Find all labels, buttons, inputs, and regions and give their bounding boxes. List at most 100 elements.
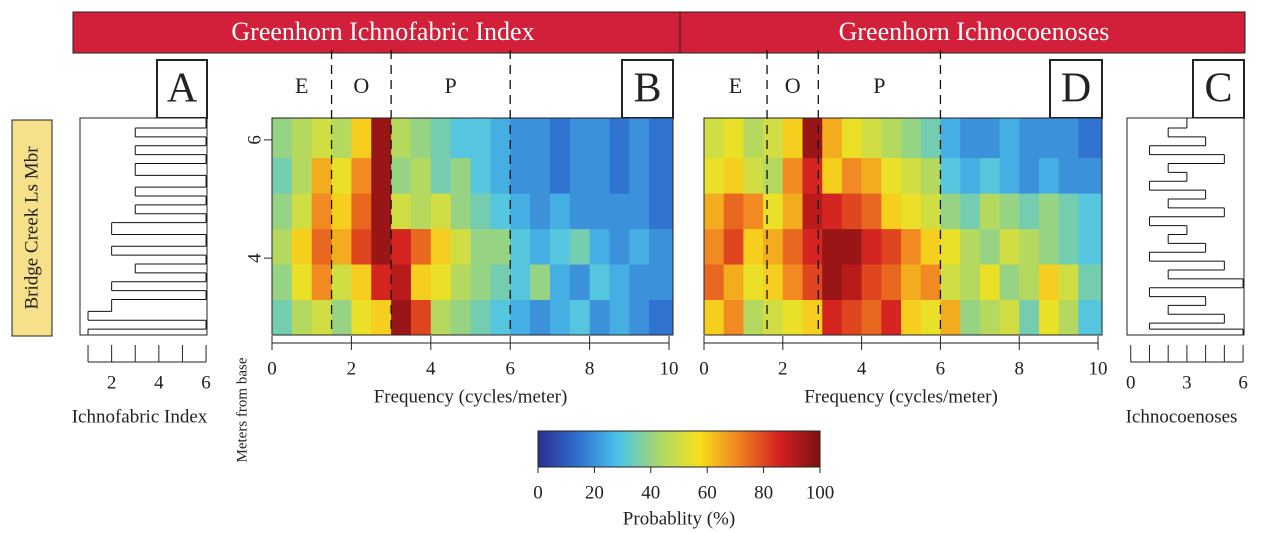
colorbar-tick-label: 0 [533,482,543,503]
heatmap-cell [822,118,843,159]
heatmap-cell [782,264,804,301]
heatmap-cell [391,118,412,159]
heatmap-cell [960,228,981,265]
header-bar [72,11,681,54]
heatmap-cell [782,157,804,194]
heatmap-cell [802,264,823,301]
heatmap-cell [530,299,551,336]
heatmap-cell [371,193,392,230]
heatmap-cell [629,228,650,265]
heatmap-cell [901,157,922,194]
heatmap-cell [530,193,551,230]
zone-label: O [785,73,801,98]
zone-label: E [729,73,742,98]
heatmap-cell [470,118,491,159]
heatmap-cell [589,264,610,301]
heatmap-cell [569,157,591,194]
heatmap-cell [351,299,372,336]
heatmap-cell [743,118,764,159]
x-tick-label: 4 [154,372,164,393]
colorbar-tick-label: 40 [641,482,660,503]
heatmap-cell [530,118,551,159]
heatmap-cell [999,193,1020,230]
heatmap-cell [410,264,432,301]
x-tick-label: 2 [347,358,357,379]
heatmap-cell [999,228,1020,265]
heatmap-cell [331,228,352,265]
heatmap-cell [782,118,804,159]
heatmap-cell [861,193,882,230]
heatmap-cell [371,157,392,194]
heatmap-cell [920,264,941,301]
heatmap-cell [979,228,1001,265]
heatmap-cell [629,118,650,159]
heatmap-cell [1038,118,1060,159]
zone-label: O [353,73,369,98]
heatmap-cell [311,193,333,230]
heatmap-cell [920,228,941,265]
header-bar [679,11,1246,54]
heatmap-cell [510,118,531,159]
heatmap-cell [272,228,293,265]
heatmap-cell [371,118,392,159]
heatmap-cell [430,118,452,159]
heatmap-cell [629,264,650,301]
heatmap-cell [450,157,472,194]
heatmap-cell [1058,299,1079,336]
heatmap-cell [979,118,1001,159]
x-axis-title: Frequency (cycles/meter) [804,386,998,407]
heatmap-cell [979,157,1001,194]
heatmap-cell [999,157,1020,194]
heatmap-cell [450,118,472,159]
heatmap-cell [351,118,372,159]
heatmap-cell [979,299,1001,336]
heatmap-cell [510,264,531,301]
heatmap-cell [940,193,961,230]
heatmap-cell [311,228,333,265]
heatmap-cell [430,299,452,336]
heatmap-cell [1058,193,1079,230]
heatmap-cell [979,264,1001,301]
heatmap-cell [510,193,531,230]
heatmap-cell [430,193,452,230]
heatmap-cell [901,299,922,336]
heatmap-cell [881,299,902,336]
heatmap-cell [1078,193,1103,230]
heatmap-cell [743,228,764,265]
heatmap-cell [410,193,432,230]
heatmap-cell [371,264,392,301]
heatmap-cell [649,193,674,230]
heatmap-cell [763,118,784,159]
heatmap-cell [979,193,1001,230]
heatmap-cell [1019,228,1040,265]
heatmap-cell [649,299,674,336]
heatmap-cell [351,157,372,194]
heatmap-cell [999,118,1020,159]
x-axis-title: Frequency (cycles/meter) [374,386,568,407]
heatmap-cell [881,157,902,194]
heatmap-cell [782,193,804,230]
heatmap-cell [490,118,511,159]
heatmap-cell [704,157,725,194]
heatmap-cell [391,228,412,265]
x-tick-label: 8 [585,358,595,379]
colorbar-tick-label: 80 [754,482,773,503]
heatmap-cell [609,118,630,159]
heatmap-cell [311,264,333,301]
heatmap-cell [291,193,313,230]
panel-letter: B [633,66,661,112]
heatmap-cell [490,264,511,301]
heatmap-cell [549,299,571,336]
heatmap-cell [351,193,372,230]
heatmap-cell [450,264,472,301]
heatmap-cell [940,157,961,194]
heatmap-cell [569,264,591,301]
heatmap-cell [649,264,674,301]
heatmap-cell [841,299,863,336]
heatmap-cell [549,157,571,194]
heatmap-cell [311,157,333,194]
heatmap-cell [272,264,293,301]
x-tick-label: 6 [1238,372,1248,393]
heatmap-cell [940,118,961,159]
heatmap-cell [391,264,412,301]
